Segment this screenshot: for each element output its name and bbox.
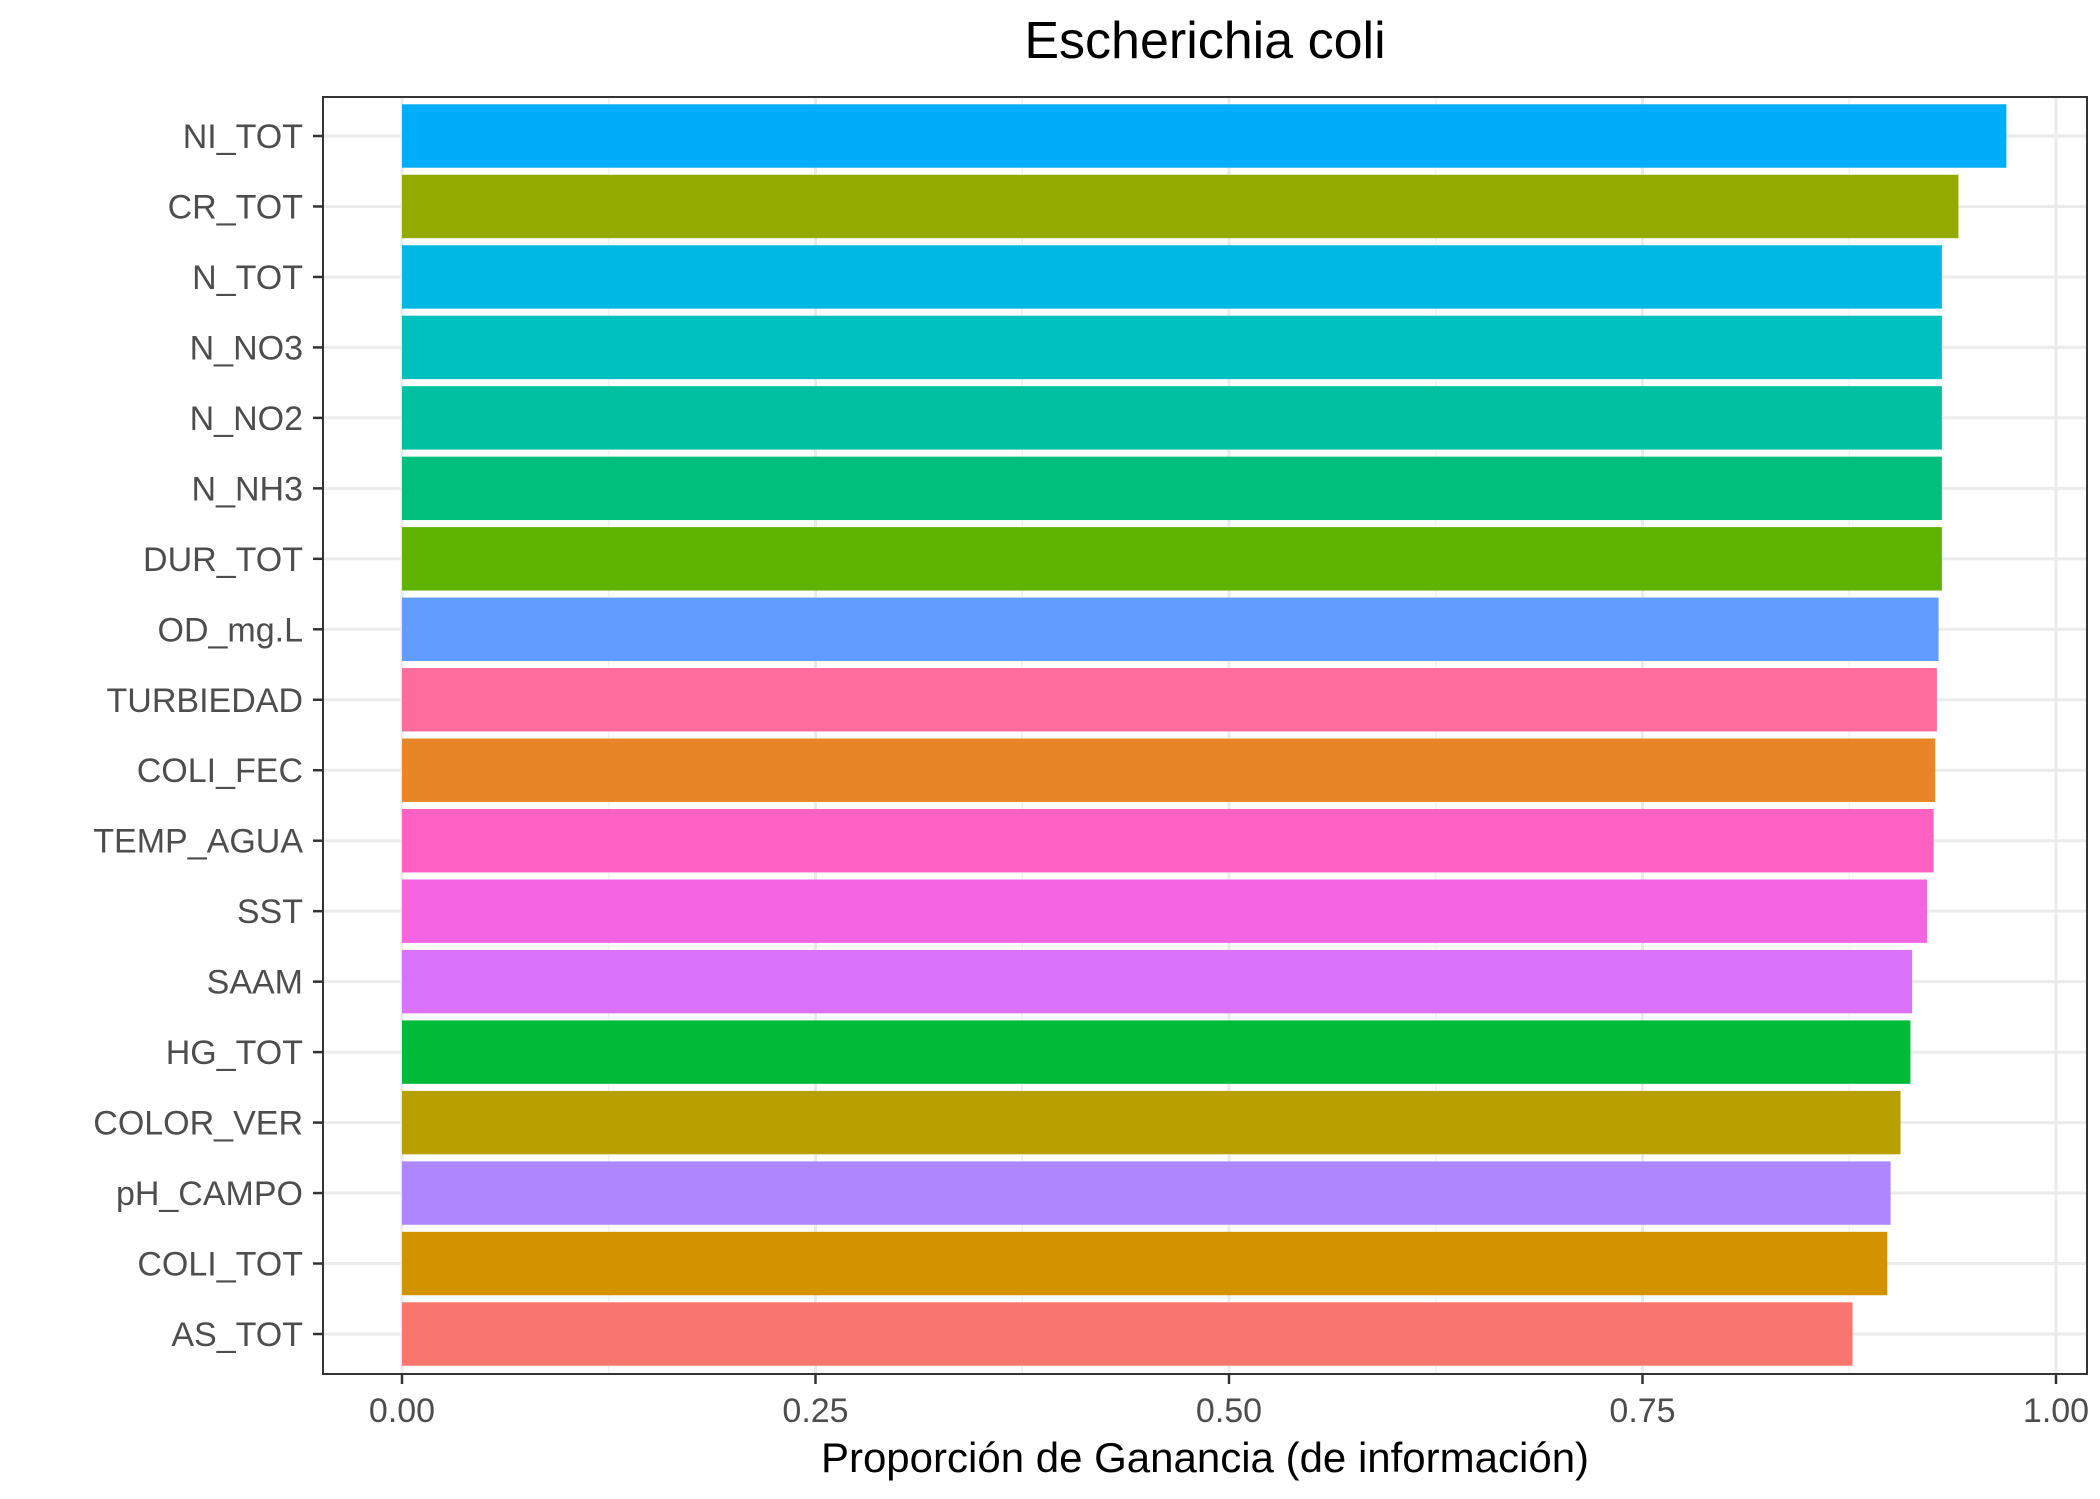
bar-temp-agua bbox=[402, 808, 1934, 873]
bar-n-no2 bbox=[402, 386, 1942, 450]
x-tick-label: 1.00 bbox=[2023, 1392, 2089, 1430]
bar-od-mg-l bbox=[402, 597, 1939, 662]
bar-as-tot bbox=[402, 1302, 1853, 1366]
bar-n-nh3 bbox=[402, 456, 1942, 521]
y-tick-label: OD_mg.L bbox=[158, 611, 304, 649]
y-tick-label: SST bbox=[237, 893, 303, 931]
bar-cr-tot bbox=[402, 174, 1959, 239]
y-tick-label: CR_TOT bbox=[168, 188, 303, 226]
y-tick-label: COLI_TOT bbox=[137, 1246, 303, 1284]
bar-sst bbox=[402, 879, 1927, 943]
y-tick-label: NI_TOT bbox=[183, 118, 303, 156]
bar-n-tot bbox=[402, 245, 1942, 309]
y-tick-label: SAAM bbox=[207, 964, 303, 1002]
bar-dur-tot bbox=[402, 527, 1942, 591]
x-tick-label: 0.00 bbox=[369, 1392, 435, 1430]
bar-saam bbox=[402, 949, 1913, 1014]
y-axis: NI_TOT CR_TOT N_TOT N_NO3 N_NO2 N_NH3 DUR_TOT O… bbox=[93, 118, 323, 1354]
x-tick-label: 0.25 bbox=[782, 1392, 848, 1430]
y-tick-label: AS_TOT bbox=[171, 1316, 303, 1354]
x-axis: 0.00 0.25 0.50 0.75 1.00 bbox=[369, 1374, 2089, 1430]
bar-n-no3 bbox=[402, 315, 1942, 380]
y-tick-label: TEMP_AGUA bbox=[93, 823, 303, 861]
y-tick-label: TURBIEDAD bbox=[107, 682, 303, 720]
bars bbox=[402, 104, 2007, 1366]
bar-hg-tot bbox=[402, 1020, 1911, 1084]
chart-title: Escherichia coli bbox=[1024, 12, 1385, 70]
x-axis-title: Proporción de Ganancia (de información) bbox=[821, 1434, 1589, 1481]
y-tick-label: N_NO3 bbox=[190, 329, 303, 367]
y-tick-label: N_NH3 bbox=[192, 470, 303, 508]
x-tick-label: 0.75 bbox=[1609, 1392, 1675, 1430]
bar-turbiedad bbox=[402, 668, 1937, 732]
x-tick-label: 0.50 bbox=[1196, 1392, 1262, 1430]
y-tick-label: HG_TOT bbox=[166, 1034, 303, 1072]
y-tick-label: N_NO2 bbox=[190, 400, 303, 438]
bar-coli-fec bbox=[402, 738, 1936, 802]
bar-ni-tot bbox=[402, 104, 2007, 168]
bar-ph-campo bbox=[402, 1161, 1891, 1225]
plot-panel-border bbox=[322, 96, 2088, 1375]
y-tick-label: pH_CAMPO bbox=[116, 1175, 303, 1213]
y-tick-label: COLOR_VER bbox=[93, 1105, 303, 1143]
y-tick-label: DUR_TOT bbox=[143, 541, 303, 579]
bar-color-ver bbox=[402, 1090, 1901, 1155]
bar-coli-tot bbox=[402, 1231, 1888, 1296]
y-tick-label: COLI_FEC bbox=[137, 752, 303, 790]
y-tick-label: N_TOT bbox=[192, 259, 303, 297]
